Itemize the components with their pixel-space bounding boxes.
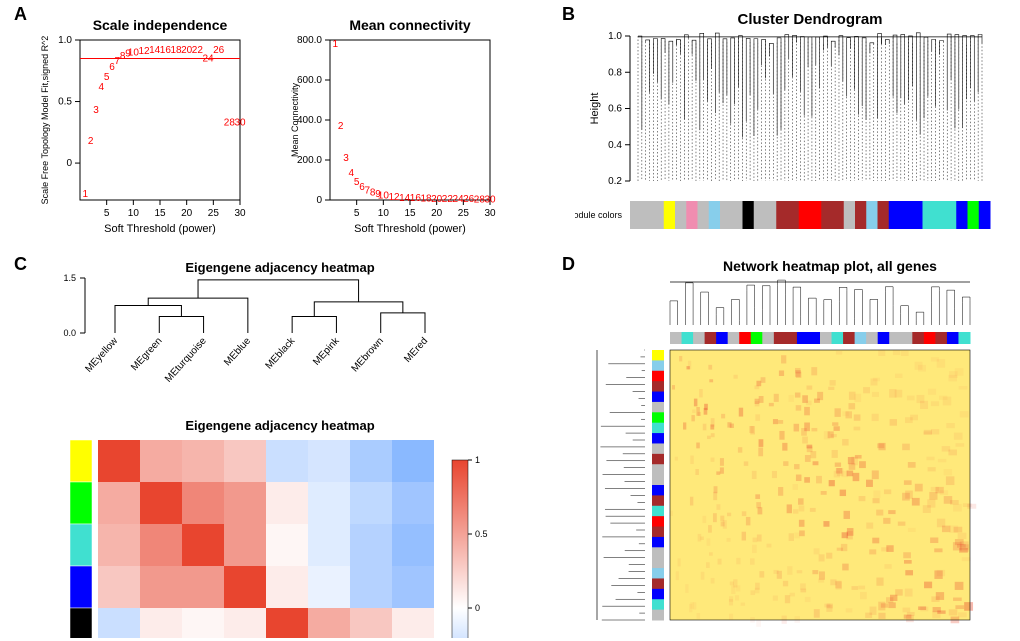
panel-b-label: B: [562, 4, 575, 25]
svg-text:Eigengene adjacency heatmap: Eigengene adjacency heatmap: [185, 418, 374, 433]
svg-text:MEgreen: MEgreen: [129, 336, 164, 374]
svg-text:0.4: 0.4: [608, 140, 622, 151]
svg-text:600.0: 600.0: [297, 75, 322, 86]
svg-text:30: 30: [484, 194, 496, 205]
svg-text:Scale Free Topology Model Fit,: Scale Free Topology Model Fit,signed R^2: [40, 36, 50, 205]
svg-text:MEpink: MEpink: [311, 335, 342, 368]
svg-text:MEblue: MEblue: [222, 335, 253, 368]
svg-text:1: 1: [333, 39, 339, 50]
svg-text:0: 0: [475, 603, 480, 613]
svg-text:1: 1: [83, 189, 89, 200]
svg-text:1.0: 1.0: [608, 31, 622, 42]
svg-text:0.2: 0.2: [608, 176, 622, 187]
svg-text:MEbrown: MEbrown: [349, 336, 385, 375]
svg-text:0.5: 0.5: [58, 97, 72, 108]
svg-text:1: 1: [475, 455, 480, 465]
svg-text:Soft Threshold (power): Soft Threshold (power): [104, 223, 216, 235]
svg-text:0.8: 0.8: [608, 67, 622, 78]
svg-text:4: 4: [99, 82, 105, 93]
svg-text:0: 0: [66, 158, 72, 169]
svg-text:5: 5: [104, 208, 110, 219]
svg-text:0.6: 0.6: [608, 104, 622, 115]
svg-text:1.0: 1.0: [58, 35, 72, 46]
panel-d-network-heatmap: Network heatmap plot, all genes: [575, 255, 1005, 635]
panel-d-label: D: [562, 254, 575, 275]
svg-text:Height: Height: [589, 93, 601, 125]
svg-text:20: 20: [431, 208, 443, 219]
svg-text:400.0: 400.0: [297, 115, 322, 126]
svg-text:15: 15: [404, 208, 416, 219]
svg-text:Module colors: Module colors: [575, 210, 622, 220]
svg-text:3: 3: [343, 153, 349, 164]
svg-text:26: 26: [213, 45, 225, 56]
svg-text:25: 25: [208, 208, 220, 219]
panel-c-eigengene: Eigengene adjacency heatmap 0.0 1.5 MEyello…: [10, 258, 525, 638]
svg-text:15: 15: [154, 208, 166, 219]
svg-text:0.0: 0.0: [63, 328, 76, 338]
svg-text:Soft Threshold (power): Soft Threshold (power): [354, 223, 466, 235]
svg-text:Network heatmap plot, all gene: Network heatmap plot, all genes: [723, 258, 937, 274]
panel-a-charts: Scale independence5101520253000.51.0Soft…: [10, 10, 520, 250]
svg-text:MEyellow: MEyellow: [83, 335, 120, 375]
svg-text:Mean Connectivity: Mean Connectivity: [290, 82, 300, 157]
svg-text:30: 30: [484, 208, 496, 219]
svg-text:3: 3: [93, 105, 99, 116]
svg-text:2: 2: [338, 121, 344, 132]
svg-text:30: 30: [234, 117, 246, 128]
svg-text:10: 10: [378, 208, 390, 219]
svg-text:2: 2: [88, 136, 94, 147]
svg-text:30: 30: [234, 208, 246, 219]
svg-text:MEred: MEred: [402, 336, 430, 365]
panel-b-dendrogram: Cluster Dendrogram 0.2 0.4 0.6 0.8 1.0 Height M…: [575, 8, 1005, 243]
svg-text:20: 20: [181, 208, 193, 219]
svg-text:10: 10: [128, 208, 140, 219]
svg-text:Scale independence: Scale independence: [93, 17, 228, 33]
svg-text:0: 0: [316, 195, 322, 206]
svg-text:800.0: 800.0: [297, 35, 322, 46]
svg-text:Mean connectivity: Mean connectivity: [349, 17, 471, 33]
svg-text:MEturquoise: MEturquoise: [163, 335, 209, 384]
svg-text:MEblack: MEblack: [264, 335, 299, 372]
svg-text:Cluster Dendrogram: Cluster Dendrogram: [737, 11, 882, 28]
svg-text:1.5: 1.5: [63, 273, 76, 283]
svg-text:5: 5: [354, 208, 360, 219]
svg-text:5: 5: [104, 72, 110, 83]
svg-text:Eigengene adjacency heatmap: Eigengene adjacency heatmap: [185, 260, 374, 275]
svg-text:200.0: 200.0: [297, 155, 322, 166]
svg-text:25: 25: [458, 208, 470, 219]
svg-text:0.5: 0.5: [475, 529, 488, 539]
